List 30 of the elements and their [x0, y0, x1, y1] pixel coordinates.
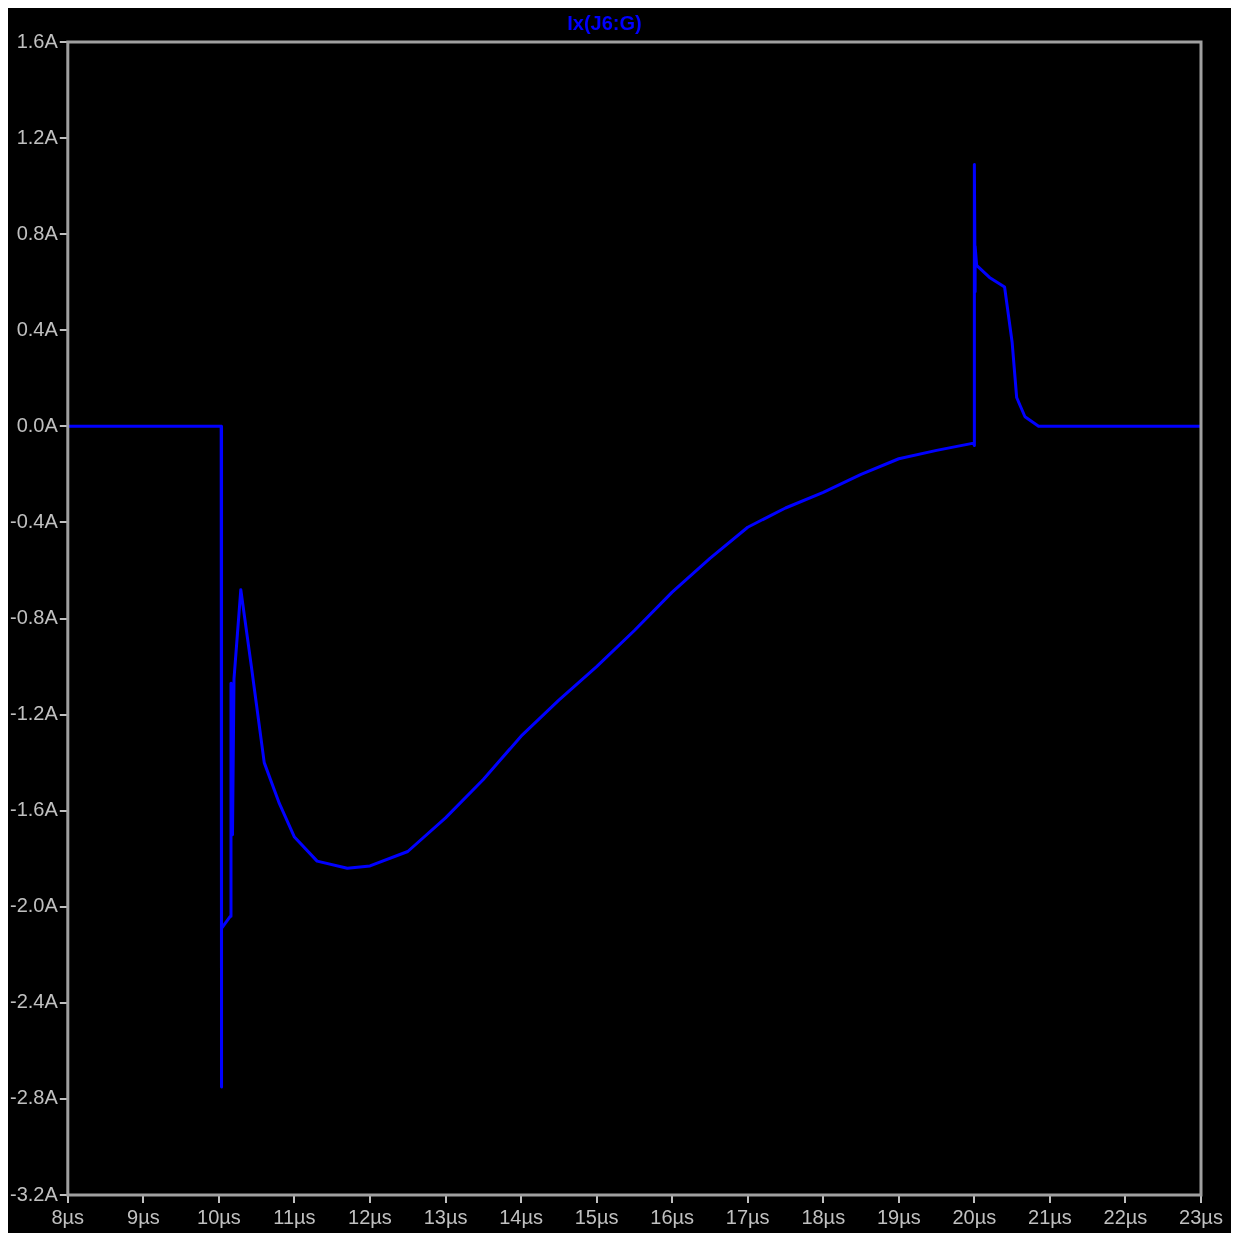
- x-tick-label: 17µs: [725, 1205, 770, 1228]
- y-tick-label: -1.2A: [9, 702, 59, 725]
- x-tick-label: 18µs: [801, 1205, 846, 1228]
- y-tick-label: -3.2A: [9, 1182, 59, 1205]
- x-tick-label: 21µs: [1028, 1205, 1072, 1228]
- x-tick-label: 16µs: [650, 1205, 695, 1228]
- chart-title: Ix(J6:G): [567, 11, 642, 34]
- x-tick-label: 11µs: [273, 1205, 316, 1228]
- y-tick-label: 0.8A: [16, 221, 59, 244]
- y-tick-label: 0.0A: [16, 413, 59, 436]
- x-tick-label: 22µs: [1103, 1205, 1148, 1228]
- x-tick-label: 14µs: [499, 1205, 543, 1228]
- x-tick-label: 15µs: [574, 1205, 619, 1228]
- x-tick-label: 10µs: [197, 1205, 241, 1228]
- x-tick-label: 23µs: [1179, 1205, 1223, 1228]
- y-tick-label: 1.6A: [16, 29, 59, 52]
- y-tick-label: -1.6A: [9, 798, 59, 821]
- y-tick-label: -0.8A: [9, 606, 59, 629]
- y-tick-label: 0.4A: [16, 317, 59, 340]
- y-tick-label: -2.4A: [9, 990, 59, 1013]
- y-tick-label: -2.8A: [9, 1086, 59, 1109]
- x-tick-label: 12µs: [348, 1205, 392, 1228]
- y-tick-label: -2.0A: [9, 894, 59, 917]
- x-tick-label: 9µs: [127, 1205, 160, 1228]
- x-tick-label: 8µs: [51, 1205, 85, 1228]
- y-tick-label: 1.2A: [16, 125, 59, 148]
- x-tick-label: 13µs: [423, 1205, 468, 1228]
- y-tick-label: -0.4A: [9, 509, 59, 532]
- x-tick-label: 20µs: [952, 1205, 997, 1228]
- x-tick-label: 19µs: [876, 1205, 921, 1228]
